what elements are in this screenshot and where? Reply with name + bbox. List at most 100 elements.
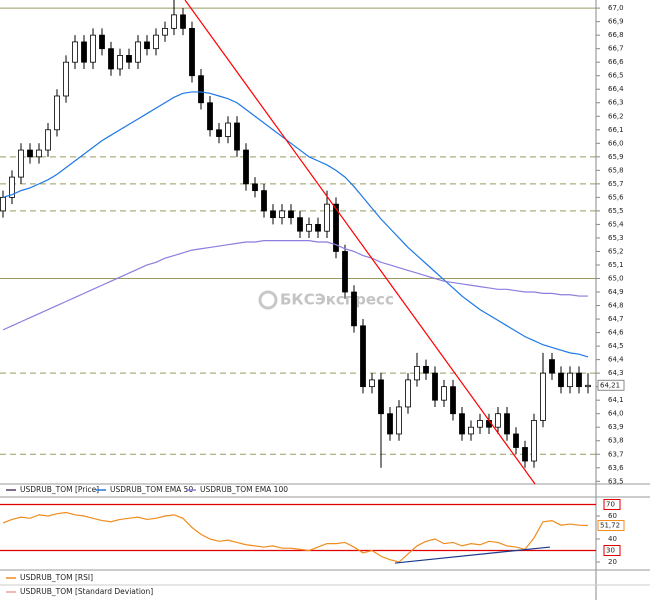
y-tick-label: 65,2 <box>608 247 624 255</box>
y-tick-label: 40 <box>608 535 617 543</box>
candle-body <box>27 149 33 158</box>
y-tick-label: 65,9 <box>608 153 624 161</box>
y-tick-label: 60 <box>608 512 617 520</box>
candle-body <box>252 183 258 192</box>
y-tick-label: 66,6 <box>608 58 624 66</box>
candle-body <box>423 365 429 374</box>
legend-label: USDRUB_TOM [RSI] <box>20 573 93 582</box>
current-value-label: 64,21 <box>600 381 620 389</box>
level-label-box <box>603 498 621 510</box>
y-tick-label: 64,5 <box>608 342 624 350</box>
y-tick-label: 20 <box>608 558 617 566</box>
candle-body <box>297 217 303 232</box>
y-tick-label: 64,1 <box>608 396 624 404</box>
candle-body <box>522 447 528 462</box>
candle-body <box>108 48 114 70</box>
candle-body <box>189 27 195 77</box>
candle-body <box>288 210 294 219</box>
candle-body <box>369 379 375 388</box>
candle-body <box>72 41 78 63</box>
level-label-box <box>603 545 621 557</box>
candle-body <box>162 27 168 36</box>
candle-body <box>468 426 474 435</box>
candle-body <box>432 372 438 401</box>
candle-body <box>306 224 312 232</box>
candle-body <box>360 325 366 388</box>
y-tick-label: 63,5 <box>608 477 624 485</box>
candle-body <box>54 95 60 131</box>
y-tick-label: 65,3 <box>608 234 624 242</box>
candle-body <box>351 291 357 327</box>
candle-body <box>171 14 177 29</box>
series-line <box>2 511 589 563</box>
watermark-logo <box>258 290 278 310</box>
candle-body <box>135 41 141 63</box>
y-tick-label: 64,9 <box>608 288 624 296</box>
trendline <box>184 0 536 485</box>
candle-body <box>558 372 564 388</box>
candle-body <box>180 14 186 29</box>
candle-body <box>198 75 204 104</box>
current-value-box <box>597 379 625 391</box>
candle-body <box>495 413 501 428</box>
candle-body <box>396 406 402 435</box>
candle-body <box>342 251 348 293</box>
candle-body <box>117 55 123 70</box>
y-tick-label: 66,9 <box>608 18 624 26</box>
candle-body <box>576 372 582 388</box>
candle-body <box>225 122 231 137</box>
legend-label: USDRUB_TOM [Standard Deviation] <box>20 587 153 596</box>
candle-body <box>549 359 555 374</box>
candle-body <box>207 102 213 131</box>
current-value-label: 51,72 <box>600 522 620 530</box>
candle-body <box>459 413 465 435</box>
candle-body <box>531 420 537 462</box>
legend-label: USDRUB_TOM [Price] <box>20 485 99 494</box>
candle-body <box>315 224 321 232</box>
candle-body <box>234 122 240 151</box>
candle-body <box>81 41 87 63</box>
y-tick-label: 64,4 <box>608 356 624 364</box>
candle-body <box>378 379 384 415</box>
y-tick-label: 64,3 <box>608 369 624 377</box>
candle-body <box>18 149 24 178</box>
candle-body <box>477 420 483 428</box>
candle-body <box>126 55 132 63</box>
y-tick-label: 66,7 <box>608 45 624 53</box>
legend-label: USDRUB_TOM EMA 50 <box>110 485 193 494</box>
candle-body <box>243 149 249 185</box>
y-tick-label: 63,9 <box>608 423 624 431</box>
candle-body <box>270 210 276 219</box>
y-tick-label: 67,0 <box>608 4 624 12</box>
y-tick-label: 64,6 <box>608 329 624 337</box>
level-label: 30 <box>606 547 615 555</box>
candle-body <box>216 129 222 137</box>
candle-body <box>63 61 69 97</box>
trendline <box>394 546 551 564</box>
candle-body <box>414 365 420 381</box>
y-tick-label: 65,1 <box>608 261 624 269</box>
y-tick-label: 66,3 <box>608 99 624 107</box>
y-tick-label: 64,7 <box>608 315 624 323</box>
candle-body <box>567 372 573 388</box>
y-tick-label: 65,5 <box>608 207 624 215</box>
y-tick-label: 66,0 <box>608 139 624 147</box>
legend-label: USDRUB_TOM EMA 100 <box>200 485 288 494</box>
y-tick-label: 64,0 <box>608 410 624 418</box>
series-line <box>2 91 589 358</box>
candle-body <box>36 149 42 158</box>
y-tick-label: 64,8 <box>608 302 624 310</box>
candle-body <box>333 203 339 252</box>
y-tick-label: 65,4 <box>608 220 624 228</box>
candle-body <box>0 196 6 212</box>
candle-body <box>486 420 492 428</box>
y-tick-label: 63,7 <box>608 450 624 458</box>
y-tick-label: 65,0 <box>608 275 624 283</box>
level-label: 70 <box>606 500 615 508</box>
series-line <box>2 240 588 331</box>
y-tick-label: 66,5 <box>608 72 624 80</box>
y-tick-label: 65,6 <box>608 193 624 201</box>
y-tick-label: 65,7 <box>608 180 624 188</box>
